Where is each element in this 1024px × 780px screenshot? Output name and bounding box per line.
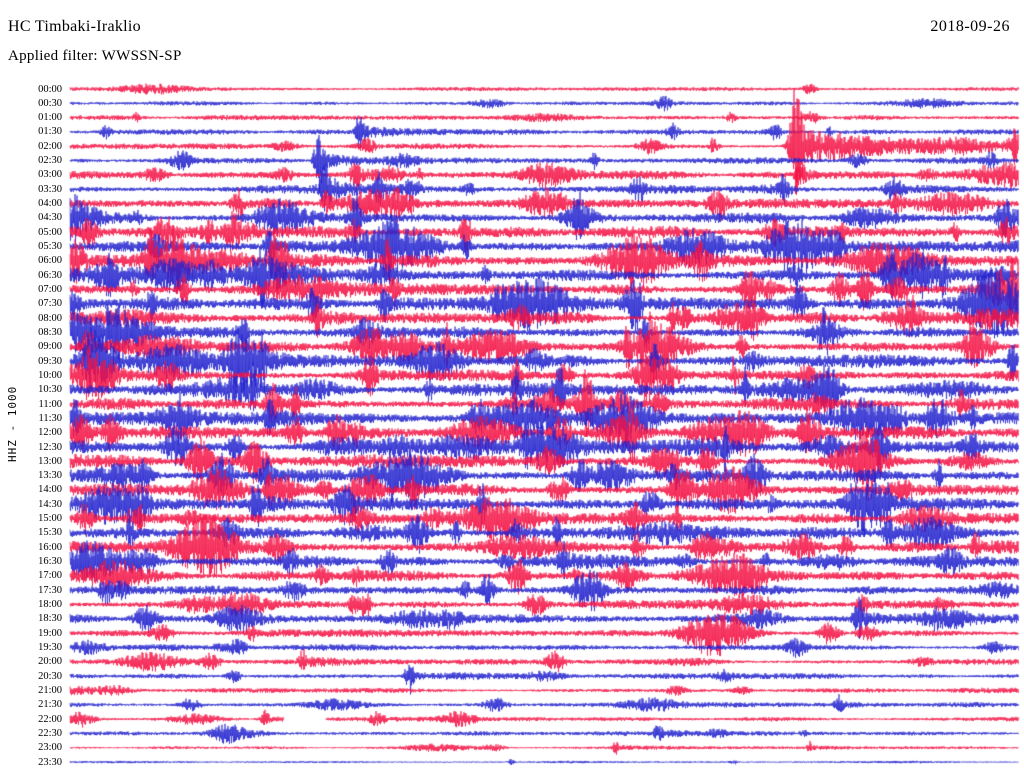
time-label: 02:00 [38, 140, 62, 152]
time-label: 16:00 [38, 541, 62, 553]
time-label: 19:00 [38, 627, 62, 639]
time-label: 15:00 [38, 513, 62, 525]
time-label: 23:00 [38, 742, 62, 754]
time-label: 11:00 [38, 398, 62, 410]
time-label: 18:30 [38, 613, 62, 625]
time-label: 20:00 [38, 656, 62, 668]
time-label: 05:30 [38, 241, 62, 253]
time-label: 14:00 [38, 484, 62, 496]
time-label: 13:30 [38, 470, 62, 482]
time-label: 17:30 [38, 584, 62, 596]
time-label: 21:30 [38, 699, 62, 711]
time-label: 16:30 [38, 556, 62, 568]
time-label: 00:00 [38, 83, 62, 95]
time-label: 17:00 [38, 570, 62, 582]
time-label: 04:30 [38, 212, 62, 224]
time-label: 01:30 [38, 126, 62, 138]
time-label: 07:00 [38, 283, 62, 295]
time-label: 18:00 [38, 599, 62, 611]
time-label: 12:30 [38, 441, 62, 453]
time-label: 19:30 [38, 641, 62, 653]
time-label: 03:00 [38, 169, 62, 181]
time-label: 05:00 [38, 226, 62, 238]
time-label: 10:30 [38, 384, 62, 396]
time-label: 20:30 [38, 670, 62, 682]
time-label: 06:00 [38, 255, 62, 267]
time-label: 14:30 [38, 498, 62, 510]
time-label: 09:00 [38, 341, 62, 353]
time-label: 00:30 [38, 97, 62, 109]
time-label: 12:00 [38, 427, 62, 439]
time-label: 11:30 [38, 412, 62, 424]
time-label: 10:00 [38, 369, 62, 381]
time-label: 04:00 [38, 198, 62, 210]
time-label: 22:00 [38, 713, 62, 725]
time-label: 21:00 [38, 684, 62, 696]
time-label: 06:30 [38, 269, 62, 281]
time-label: 13:00 [38, 455, 62, 467]
time-label: 08:30 [38, 326, 62, 338]
time-label: 07:30 [38, 298, 62, 310]
time-label: 23:30 [38, 756, 62, 768]
time-label: 08:00 [38, 312, 62, 324]
time-label: 22:30 [38, 727, 62, 739]
time-label: 09:30 [38, 355, 62, 367]
time-label: 01:00 [38, 112, 62, 124]
time-label: 15:30 [38, 527, 62, 539]
time-label: 03:30 [38, 183, 62, 195]
time-label: 02:30 [38, 155, 62, 167]
